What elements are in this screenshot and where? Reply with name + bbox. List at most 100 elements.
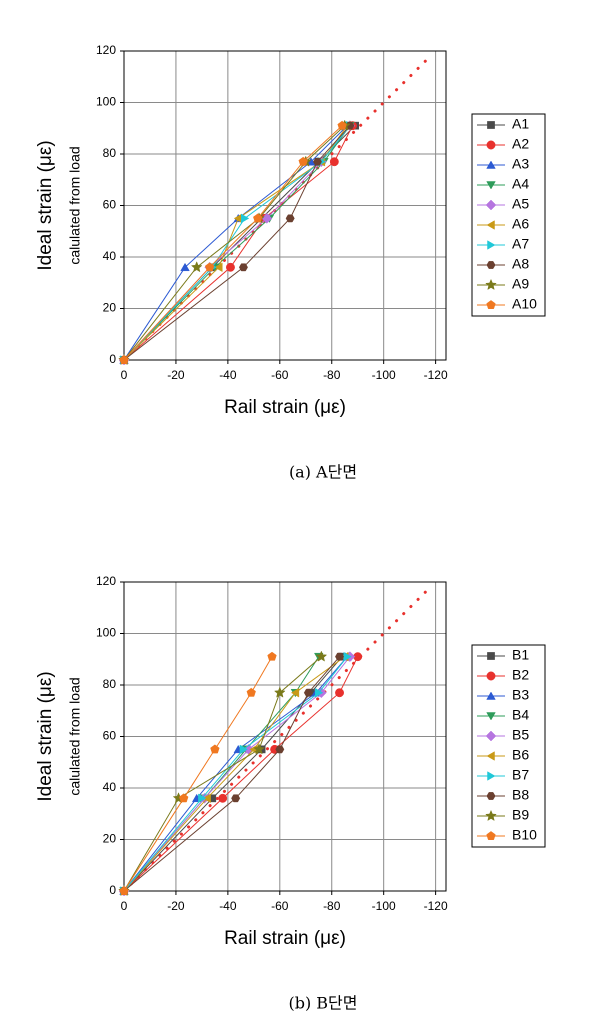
legend-label: A8 [512,256,529,272]
marker [180,262,190,272]
marker [190,261,203,273]
x-tick-label: -60 [271,368,289,382]
marker [486,671,496,681]
x-tick-label: -20 [167,899,185,913]
y-tick-label: 80 [103,677,117,691]
y-tick-label: 20 [103,301,117,315]
marker [487,771,496,781]
legend-label: A9 [512,276,529,292]
x-tick-label: -60 [271,899,289,913]
marker [214,262,223,273]
marker [198,793,207,804]
legend-label: B6 [512,747,529,763]
marker [337,120,347,130]
marker [486,140,496,150]
legend-label: A10 [512,296,537,312]
x-tick-label: -80 [323,899,341,913]
marker [315,650,328,662]
legend-label: A3 [512,156,529,172]
marker [486,792,496,800]
legend-label: B7 [512,767,529,783]
chart: 0 -20 -40 -60 -80 -100 -120 0 20 40 60 80 100 120 Rail… [35,574,546,1013]
y-tick-label: 40 [103,249,117,263]
marker [485,199,497,211]
x-tick-label: -40 [219,899,237,913]
marker [486,160,496,169]
marker [486,831,496,840]
legend-label: A1 [512,116,529,132]
marker [485,278,497,290]
legend-label: B4 [512,707,529,723]
x-tick-label: 0 [121,368,128,382]
caption: (a) A단면 [289,463,357,482]
marker [275,745,285,754]
y-tick-label: 100 [96,95,116,109]
marker [315,687,324,698]
marker [298,156,308,166]
x-tick-label: -20 [167,368,185,382]
marker [202,793,211,804]
y-tick-label: 120 [96,574,116,588]
x-tick-label: -120 [424,899,448,913]
marker [253,213,263,223]
x-tick-label: 0 [121,899,128,913]
legend-label: B2 [512,667,529,683]
y-tick-label: 20 [103,832,117,846]
marker [273,686,286,698]
x-tick-label: -40 [219,368,237,382]
marker [486,751,495,761]
x-tick-label: -120 [424,368,448,382]
marker [238,263,248,272]
marker [329,157,339,167]
reference-line [122,588,430,893]
marker [335,688,344,698]
marker [179,793,189,803]
legend-label: B3 [512,687,529,703]
x-axis-label: Rail strain (με) [224,397,346,418]
marker [485,809,497,821]
marker [231,794,241,803]
y-tick-label: 40 [103,780,117,794]
y-tick-label: 0 [109,883,116,897]
marker [205,262,215,272]
x-tick-label: -80 [323,368,341,382]
marker [119,886,129,895]
marker [210,744,220,754]
y-axis-label: Ideal strain (με) [35,140,56,270]
legend-box [471,113,546,317]
marker [486,261,496,269]
chart: 0 -20 -40 -60 -80 -100 -120 0 20 40 60 80 100 120 Rail… [35,43,546,482]
legend-label: A4 [512,176,529,192]
y-axis-sublabel: calulated from load [67,146,83,264]
marker [119,355,129,364]
legend-label: A5 [512,196,529,212]
y-tick-label: 60 [103,729,117,743]
marker [239,744,248,755]
legend-label: B5 [512,727,529,743]
marker [290,687,300,698]
legend-label: B9 [512,807,529,823]
marker [486,691,496,700]
marker [285,214,295,223]
plot-frame [123,581,447,892]
legend-label: B10 [512,827,537,843]
marker [267,651,277,661]
legend-label: B1 [512,647,529,663]
y-tick-label: 0 [109,352,116,366]
marker [226,262,235,272]
marker [253,743,265,755]
marker [486,220,495,230]
x-tick-label: -100 [372,899,396,913]
marker [246,687,256,697]
x-tick-label: -100 [372,368,396,382]
y-tick-label: 120 [96,43,116,57]
marker [486,712,496,721]
legend-label: A6 [512,216,529,232]
marker [486,181,496,190]
legend-box [471,644,546,848]
marker [303,688,313,697]
marker [485,730,497,742]
plot-frame [123,50,447,361]
legend-label: A2 [512,136,529,152]
